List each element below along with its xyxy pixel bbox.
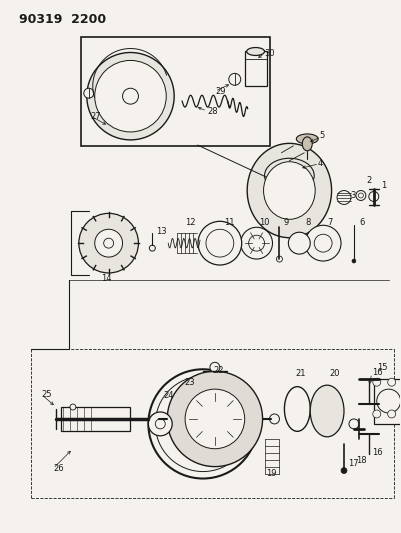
Text: 8: 8 [305, 218, 311, 227]
Text: 10: 10 [259, 218, 270, 227]
Text: 16: 16 [372, 368, 383, 377]
Text: 16: 16 [372, 448, 383, 457]
Text: 11: 11 [224, 218, 234, 227]
Circle shape [241, 227, 273, 259]
Circle shape [358, 193, 363, 198]
Text: 6: 6 [359, 218, 364, 227]
Text: 21: 21 [296, 369, 306, 378]
Circle shape [229, 74, 241, 85]
Ellipse shape [310, 385, 344, 437]
Ellipse shape [263, 161, 315, 219]
Bar [81, 37, 269, 146]
Text: 9: 9 [284, 218, 289, 227]
Circle shape [337, 190, 351, 205]
Text: 20: 20 [329, 369, 340, 378]
Circle shape [84, 88, 94, 98]
Circle shape [352, 259, 356, 263]
Circle shape [369, 191, 379, 201]
Circle shape [269, 414, 279, 424]
Ellipse shape [247, 143, 332, 238]
Text: 29: 29 [215, 87, 225, 96]
Text: 27: 27 [91, 111, 101, 120]
Circle shape [373, 410, 381, 418]
Text: 15: 15 [377, 363, 387, 372]
Text: 12: 12 [185, 218, 196, 227]
Circle shape [210, 362, 220, 372]
Text: 4: 4 [317, 159, 322, 168]
Circle shape [276, 256, 282, 262]
Ellipse shape [247, 47, 265, 55]
Text: 2: 2 [367, 176, 372, 185]
Text: 22: 22 [213, 366, 223, 375]
Text: 17: 17 [348, 459, 358, 468]
Circle shape [314, 234, 332, 252]
Bar [374, 379, 401, 424]
Circle shape [104, 238, 113, 248]
Text: 14: 14 [101, 274, 111, 284]
Text: 30: 30 [265, 49, 275, 58]
Text: 1: 1 [381, 181, 386, 190]
Circle shape [373, 378, 381, 386]
Circle shape [388, 378, 396, 386]
Text: 18: 18 [356, 456, 367, 465]
Text: 13: 13 [156, 227, 167, 236]
Circle shape [149, 245, 155, 251]
Circle shape [155, 419, 165, 429]
Text: 90319  2200: 90319 2200 [19, 13, 106, 26]
Circle shape [356, 190, 366, 200]
Bar [61, 407, 130, 431]
Circle shape [95, 229, 123, 257]
Circle shape [148, 412, 172, 436]
Circle shape [95, 60, 166, 132]
Text: 19: 19 [267, 469, 277, 478]
Ellipse shape [302, 137, 312, 151]
Bar [245, 52, 267, 86]
Circle shape [349, 419, 359, 429]
Text: 25: 25 [41, 390, 52, 399]
Circle shape [167, 372, 263, 466]
Text: 5: 5 [319, 132, 324, 140]
Text: 28: 28 [207, 107, 218, 116]
Text: 26: 26 [53, 464, 64, 473]
Circle shape [388, 410, 396, 418]
Text: 3: 3 [350, 191, 355, 200]
Circle shape [288, 232, 310, 254]
Ellipse shape [296, 134, 318, 144]
Text: 23: 23 [184, 378, 195, 387]
Circle shape [198, 221, 242, 265]
Circle shape [305, 225, 341, 261]
Circle shape [341, 467, 347, 473]
Circle shape [150, 414, 160, 424]
Circle shape [206, 229, 234, 257]
Text: 24: 24 [163, 391, 174, 400]
Circle shape [87, 52, 174, 140]
Ellipse shape [265, 158, 314, 193]
Circle shape [70, 404, 76, 410]
Circle shape [79, 213, 138, 273]
Circle shape [185, 389, 245, 449]
Circle shape [123, 88, 138, 104]
Circle shape [377, 389, 401, 413]
Text: 7: 7 [327, 218, 332, 227]
Circle shape [249, 235, 265, 251]
